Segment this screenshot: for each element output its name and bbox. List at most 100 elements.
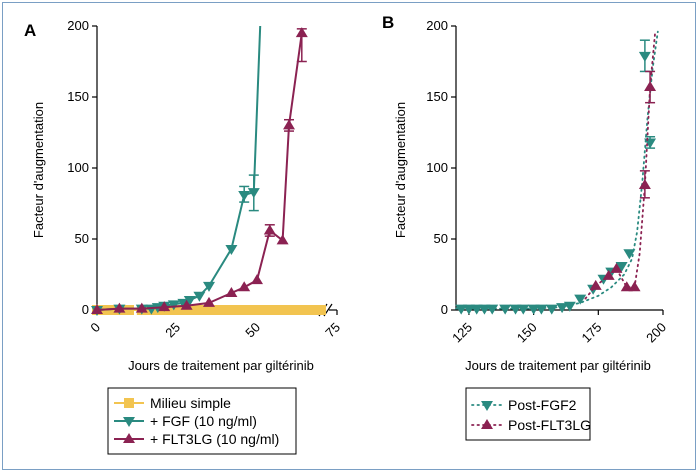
data-point	[478, 304, 491, 315]
data-point	[620, 281, 633, 292]
series-line	[96, 32, 303, 311]
data-point	[271, 305, 282, 315]
data-point	[251, 274, 263, 285]
legend-item: + FLT3LG (10 ng/ml)	[114, 431, 279, 447]
x-tick-label: 0	[87, 320, 103, 336]
data-point	[295, 27, 308, 38]
data-point	[287, 305, 298, 315]
panel-b-ylabel: Facteur d'augmentation	[393, 102, 408, 238]
series-flt3lg-10-ng-ml	[91, 27, 308, 314]
panel-b: B Facteur d'augmentation Jours de traite…	[382, 13, 669, 373]
data-point	[124, 305, 134, 315]
data-point	[264, 305, 275, 315]
data-point	[283, 119, 295, 130]
data-point	[499, 304, 512, 315]
panel-b-letter: B	[382, 13, 394, 32]
y-tick-label: 50	[434, 231, 448, 246]
data-point	[556, 303, 569, 314]
data-point	[644, 81, 657, 92]
fit-line	[584, 30, 657, 300]
legend-marker	[123, 417, 135, 427]
legend-label: Milieu simple	[150, 395, 231, 411]
data-point	[225, 286, 238, 297]
data-point	[306, 305, 317, 315]
x-tick-label: 175	[578, 320, 604, 346]
legend-marker	[481, 401, 493, 411]
x-tick-label: 25	[162, 320, 183, 341]
data-point	[610, 262, 623, 273]
data-point	[276, 234, 289, 245]
series-line	[96, 25, 262, 311]
legend-label: + FGF (10 ng/ml)	[150, 413, 257, 429]
data-point	[486, 304, 499, 315]
panel-b-plot	[455, 26, 663, 315]
data-point	[509, 304, 522, 315]
data-point	[280, 305, 291, 315]
legend-label: Post-FGF2	[508, 397, 577, 413]
y-tick-label: 150	[426, 89, 448, 104]
legend-marker	[481, 419, 493, 429]
legend-item: Milieu simple	[114, 395, 231, 411]
fit-line	[455, 30, 659, 310]
x-tick-label: 75	[322, 320, 343, 341]
legend-item: Post-FGF2	[471, 397, 577, 413]
legend-label: + FLT3LG (10 ng/ml)	[150, 431, 279, 447]
y-tick-label: 0	[441, 302, 448, 317]
data-point	[638, 51, 651, 62]
x-tick-label: 125	[449, 320, 475, 346]
y-tick-label: 150	[67, 89, 89, 104]
series-fgf-10-ng-ml	[91, 25, 262, 316]
data-point	[225, 244, 238, 255]
legend-label: Post-FLT3LG	[508, 417, 591, 433]
legend-item: + FGF (10 ng/ml)	[114, 413, 257, 429]
data-point	[462, 304, 475, 315]
data-point	[296, 305, 307, 315]
data-point	[203, 296, 215, 307]
data-point	[517, 304, 530, 315]
panel-b-x-ticks: 125 150 175 200	[449, 310, 669, 345]
y-tick-label: 200	[67, 18, 89, 33]
data-point	[247, 188, 260, 199]
x-tick-label: 200	[643, 320, 669, 346]
data-point	[91, 304, 103, 314]
data-point	[455, 304, 468, 315]
data-point	[602, 269, 615, 280]
data-point	[193, 291, 206, 302]
legend-item: Post-FLT3LG	[471, 417, 591, 433]
data-point	[563, 301, 576, 312]
series-post-flt3lg	[584, 30, 657, 300]
data-point	[589, 279, 602, 290]
data-point	[238, 281, 251, 292]
panel-a-legend: Milieu simple + FGF (10 ng/ml) + FLT3LG (1…	[107, 387, 297, 455]
data-point	[470, 304, 483, 315]
panel-a-ylabel: Facteur d'augmentation	[31, 102, 46, 238]
data-point	[238, 190, 251, 201]
data-point	[183, 296, 196, 307]
legend-marker	[124, 398, 134, 408]
panel-b-legend-box	[465, 387, 591, 441]
data-point	[316, 305, 326, 315]
data-point	[615, 261, 628, 272]
data-point	[167, 300, 180, 311]
panel-b-xlabel: Jours de traitement par giltérinib	[465, 358, 651, 373]
data-point	[545, 304, 558, 315]
data-point	[180, 299, 193, 310]
data-point	[236, 305, 246, 315]
data-point	[178, 305, 189, 315]
data-point	[113, 302, 126, 313]
data-point	[210, 305, 221, 315]
data-point	[184, 305, 195, 315]
data-point	[203, 281, 215, 292]
data-point	[527, 304, 540, 315]
legend-marker	[123, 433, 135, 443]
data-point	[628, 281, 641, 292]
data-point	[194, 305, 205, 315]
panel-a-y-ticks: 0 50 100 150 200	[67, 18, 97, 317]
panel-a-letter: A	[24, 21, 36, 40]
data-point	[158, 301, 171, 312]
y-tick-label: 0	[82, 302, 89, 317]
data-point	[200, 305, 211, 315]
panel-a-xlabel: Jours de traitement par giltérinib	[128, 358, 314, 373]
data-point	[135, 302, 148, 313]
